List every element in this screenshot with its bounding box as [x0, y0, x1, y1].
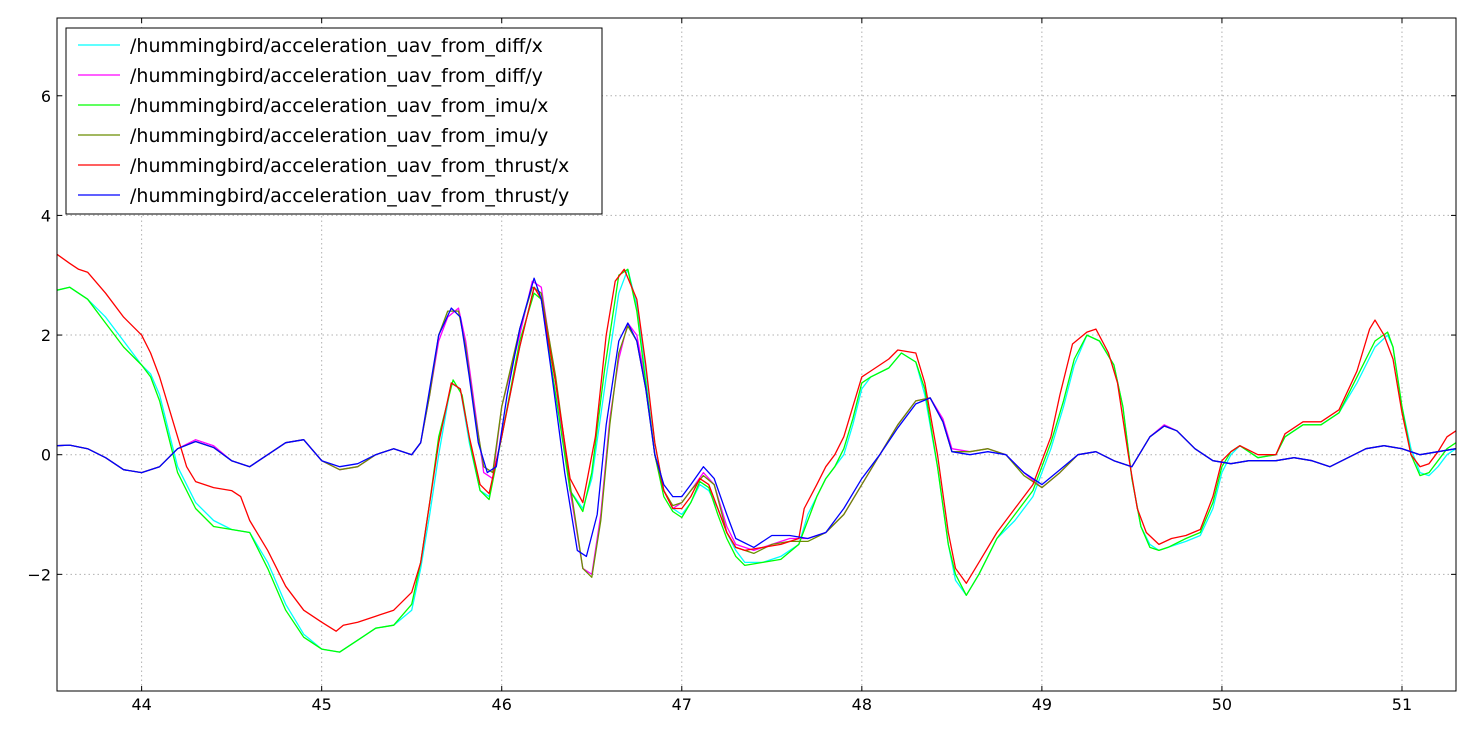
- x-tick-label: 47: [672, 695, 692, 714]
- x-tick-label: 48: [852, 695, 872, 714]
- y-tick-label: 4: [41, 206, 51, 225]
- series-layer: [57, 253, 1456, 653]
- x-tick-label: 46: [492, 695, 512, 714]
- series-line-5: [57, 253, 1456, 632]
- y-tick-label: 6: [41, 87, 51, 106]
- series-line-3: [57, 268, 1456, 653]
- y-tick-label: −2: [27, 565, 51, 584]
- x-tick-label: 50: [1212, 695, 1232, 714]
- legend-label: /hummingbird/acceleration_uav_from_diff/…: [130, 35, 543, 57]
- legend-label: /hummingbird/acceleration_uav_from_thrus…: [130, 155, 569, 177]
- y-tick-label: 2: [41, 326, 51, 345]
- legend-box: [65, 27, 603, 215]
- legend-label: /hummingbird/acceleration_uav_from_thrus…: [130, 185, 569, 207]
- x-tick-label: 44: [131, 695, 151, 714]
- x-tick-label: 51: [1392, 695, 1412, 714]
- y-tick-label: 0: [41, 446, 51, 465]
- legend-label: /hummingbird/acceleration_uav_from_imu/x: [130, 95, 548, 117]
- x-tick-label: 49: [1032, 695, 1052, 714]
- legend-label: /hummingbird/acceleration_uav_from_imu/y: [130, 125, 548, 147]
- legend-label: /hummingbird/acceleration_uav_from_diff/…: [130, 65, 543, 87]
- legend: /hummingbird/acceleration_uav_from_diff/…: [65, 27, 603, 215]
- x-tick-label: 45: [311, 695, 331, 714]
- grid: [57, 18, 1456, 691]
- plot-area-frame: [56, 17, 1457, 692]
- series-line-6: [57, 277, 1456, 558]
